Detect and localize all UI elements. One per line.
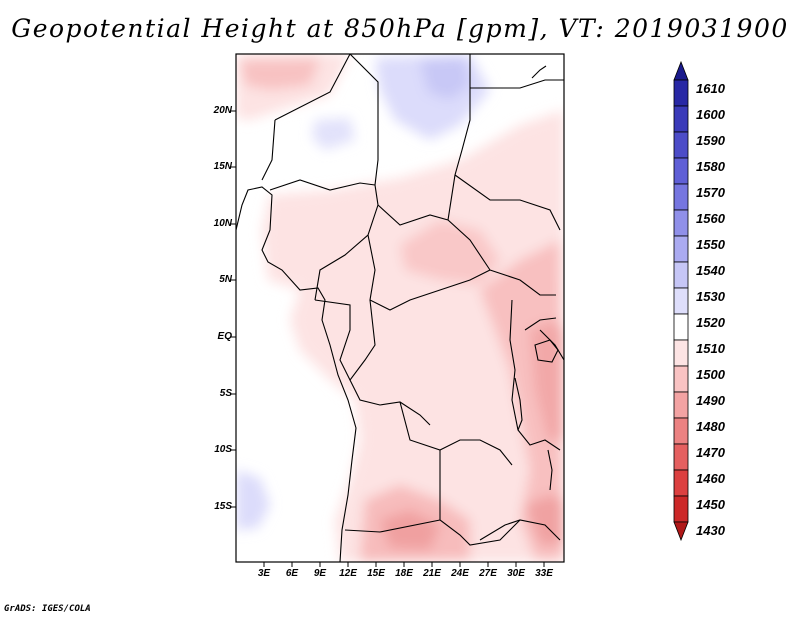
colorbar-segment	[673, 443, 689, 471]
colorbar-label: 1430	[696, 523, 725, 538]
colorbar-label: 1610	[696, 81, 725, 96]
colorbar-label: 1600	[696, 107, 725, 122]
field-1520-atlantic	[236, 470, 270, 530]
border-nigeria-cameroon	[314, 184, 379, 301]
colorbar-segment	[673, 417, 689, 445]
colorbar-segment	[673, 495, 689, 523]
lon-label: 3E	[257, 568, 271, 579]
colorbar-segment	[673, 235, 689, 263]
lon-label: 6E	[285, 568, 299, 579]
border-angola-drc	[399, 401, 513, 466]
colorbar-label: 1540	[696, 263, 725, 278]
lat-label: 20N	[213, 105, 232, 116]
field-1520-sahel	[312, 118, 355, 150]
map-frame	[235, 53, 565, 563]
chart-title: Geopotential Height at 850hPa [gpm], VT:…	[11, 14, 789, 43]
lon-label: 18E	[395, 568, 413, 579]
colorbar-segment	[673, 287, 689, 315]
border-libya-sudan	[447, 54, 471, 221]
colorbar-label: 1520	[696, 315, 725, 330]
colorbar-label: 1560	[696, 211, 725, 226]
lake-victoria	[534, 339, 559, 363]
field-1530-north	[420, 58, 470, 100]
colorbar-segment	[673, 157, 689, 185]
border-uganda	[524, 317, 557, 331]
colorbar-label: 1550	[696, 237, 725, 252]
colorbar-label: 1450	[696, 497, 725, 512]
field-1490-central	[400, 220, 500, 285]
colorbar-bottom-arrow	[673, 521, 689, 542]
lon-label: 21E	[423, 568, 441, 579]
colorbar-label: 1580	[696, 159, 725, 174]
colorbar-segment	[673, 105, 689, 133]
border-mali	[261, 119, 276, 181]
field-1480-east	[530, 320, 564, 440]
colorbar-segment	[673, 131, 689, 159]
lat-label: 5N	[219, 274, 232, 285]
colorbar-label: 1460	[696, 471, 725, 486]
colorbar-segment	[673, 339, 689, 367]
lat-label: 5S	[219, 388, 232, 399]
lon-label: 27E	[479, 568, 497, 579]
coast-north-east	[470, 79, 564, 89]
border-south-sudan	[489, 269, 556, 296]
colorbar-label: 1500	[696, 367, 725, 382]
border-angola-zambia	[439, 450, 521, 546]
border-west-africa	[269, 179, 376, 191]
colorbar-label: 1530	[696, 289, 725, 304]
height-field	[236, 54, 564, 562]
lat-label: EQ	[217, 331, 232, 342]
axis-ticks	[230, 110, 545, 567]
field-1490-northwest	[240, 58, 320, 90]
border-zambia-zimbabwe	[479, 519, 561, 541]
border-gabon-congo	[314, 299, 351, 381]
colorbar-segment	[673, 209, 689, 237]
coastline	[236, 186, 357, 562]
border-chad-car	[367, 234, 491, 311]
red-sea-coast	[531, 65, 547, 79]
border-kenya-tanzania	[539, 329, 564, 361]
lake-tanganyika	[514, 377, 523, 431]
colorbar-segment	[673, 313, 689, 341]
colorbar-label: 1510	[696, 341, 725, 356]
colorbar-segment	[673, 261, 689, 289]
colorbar-segment	[673, 391, 689, 419]
lat-label: 10N	[213, 218, 232, 229]
lon-label: 15E	[367, 568, 385, 579]
border-niger-chad	[349, 54, 379, 186]
colorbar-top-arrow	[673, 60, 689, 81]
lon-label: 9E	[313, 568, 327, 579]
colorbar-segment	[673, 365, 689, 393]
country-boundaries	[236, 54, 564, 562]
lake-malawi	[547, 449, 553, 491]
colorbar-label: 1480	[696, 419, 725, 434]
field-1480-south	[380, 510, 440, 550]
colorbar-segment	[673, 79, 689, 107]
lon-label: 33E	[535, 568, 553, 579]
colorbar-segment	[673, 183, 689, 211]
colorbar	[673, 60, 689, 542]
field-1500-band	[262, 110, 564, 562]
colorbar-label: 1590	[696, 133, 725, 148]
border-congo-drc	[349, 299, 431, 426]
lat-label: 15N	[213, 161, 232, 172]
border-ethiopia	[454, 174, 561, 231]
border-east-africa	[509, 299, 561, 451]
colorbar-label: 1570	[696, 185, 725, 200]
lon-label: 30E	[507, 568, 525, 579]
field-1480-southeast	[525, 495, 564, 545]
colorbar-label: 1470	[696, 445, 725, 460]
grads-credit: GrADS: IGES/COLA	[4, 604, 91, 614]
lon-label: 12E	[339, 568, 357, 579]
lat-label: 15S	[214, 501, 232, 512]
colorbar-label: 1490	[696, 393, 725, 408]
colorbar-segment	[673, 469, 689, 497]
border-sahara	[274, 54, 351, 121]
lat-label: 10S	[214, 444, 232, 455]
border-car	[377, 204, 491, 271]
lon-label: 24E	[451, 568, 469, 579]
border-namibia	[344, 519, 441, 533]
